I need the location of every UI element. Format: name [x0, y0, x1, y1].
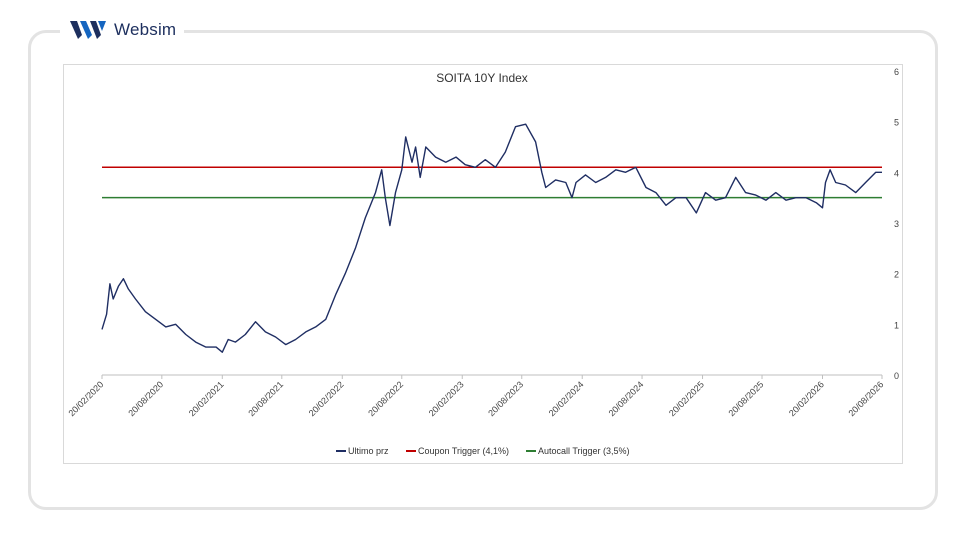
y-tick-label: 4 [894, 168, 899, 178]
y-tick-label: 6 [894, 67, 899, 77]
x-tick-label: 20/02/2020 [66, 379, 105, 418]
y-tick-label: 0 [894, 371, 899, 381]
legend-label: Ultimo prz [348, 446, 389, 456]
x-tick-label: 20/08/2020 [126, 379, 165, 418]
x-tick-label: 20/02/2022 [307, 379, 346, 418]
x-tick-label: 20/02/2026 [787, 379, 826, 418]
x-tick-label: 20/08/2024 [607, 379, 646, 418]
series-group [101, 123, 882, 353]
chart-svg: SOITA 10Y Index 0 1 2 3 4 5 6 20/02/2020 20/08/… [66, 67, 899, 456]
x-tick-label: 20/08/2025 [727, 379, 766, 418]
websim-logo[interactable]: Websim [60, 16, 185, 44]
y-axis: 0 1 2 3 4 5 6 [894, 67, 899, 381]
x-tick-label: 20/02/2021 [187, 379, 226, 418]
series-line-ultimo-prz [101, 123, 882, 353]
legend-label: Coupon Trigger (4,1%) [418, 446, 509, 456]
x-tick-label: 20/08/2023 [486, 379, 525, 418]
y-tick-label: 2 [894, 270, 899, 280]
y-tick-label: 1 [894, 320, 899, 330]
websim-logo-icon [70, 21, 106, 39]
legend: Ultimo prz Coupon Trigger (4,1%) Autocall … [336, 446, 630, 456]
x-tick-label: 20/08/2022 [366, 379, 405, 418]
chart-title: SOITA 10Y Index [436, 71, 528, 85]
x-tick-label: 20/08/2021 [246, 379, 285, 418]
brand-name: Websim [114, 20, 177, 39]
y-tick-label: 3 [894, 219, 899, 229]
x-tick-label: 20/02/2024 [547, 379, 586, 418]
chart-container: SOITA 10Y Index 0 1 2 3 4 5 6 20/02/2020 20/08/… [63, 64, 903, 464]
x-tick-label: 20/02/2025 [667, 379, 706, 418]
trigger-lines [102, 166, 882, 199]
y-tick-label: 5 [894, 118, 899, 128]
x-tick-label: 20/08/2026 [846, 379, 885, 418]
legend-label: Autocall Trigger (3,5%) [538, 446, 630, 456]
x-axis: 20/02/2020 20/08/2020 20/02/2021 20/08/2021… [66, 374, 885, 418]
x-tick-label: 20/02/2023 [427, 379, 466, 418]
